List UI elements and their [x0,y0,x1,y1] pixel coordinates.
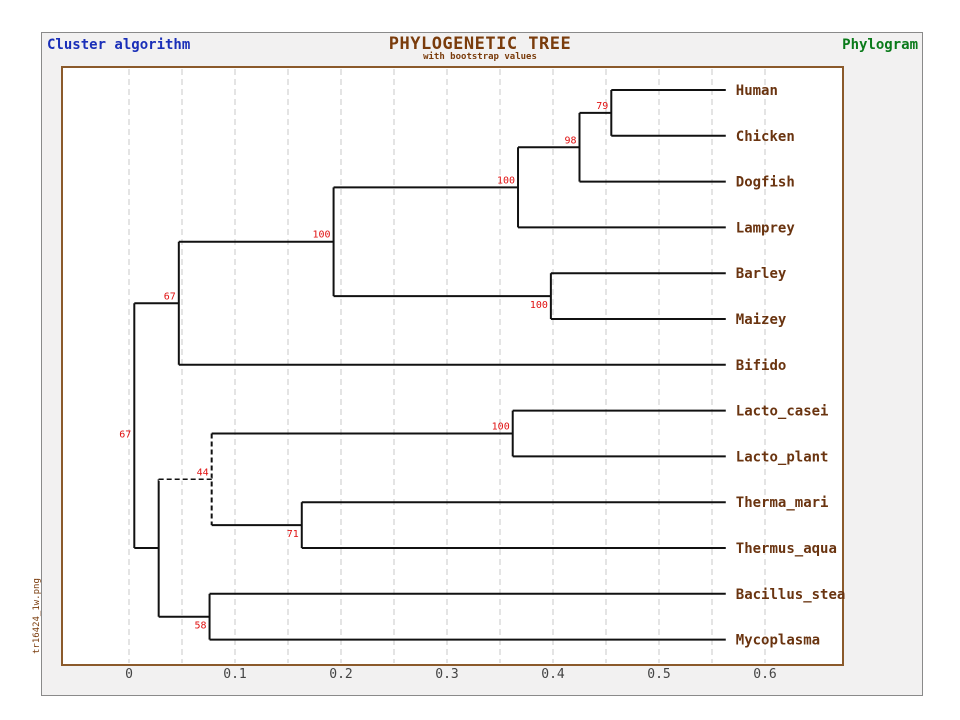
bootstrap-value: 100 [492,422,510,433]
bootstrap-value: 100 [497,175,515,186]
bootstrap-value: 67 [119,430,131,441]
axis-tick-label: 0 [125,667,133,682]
leaf-label: Mycoplasma [736,633,820,649]
algorithm-label: Cluster algorithm [47,37,191,53]
leaf-label: Human [736,83,778,99]
bootstrap-value: 67 [164,291,176,302]
leaf-label: Barley [736,266,787,282]
leaf-label: Lamprey [736,220,796,236]
axis-tick-label: 0.3 [435,667,458,682]
axis-tick-label: 0.4 [541,667,565,682]
bootstrap-value: 79 [596,101,608,112]
plot-area [61,66,844,666]
leaf-label: Thermus_aqua [736,541,837,557]
leaf-label: Lacto_casei [736,404,829,420]
bootstrap-value: 98 [564,135,576,146]
axis-tick-label: 0.5 [647,667,670,682]
bootstrap-value: 100 [313,230,331,241]
leaf-label: Lacto_plant [736,449,829,465]
leaf-label: Chicken [736,129,795,145]
page-subtitle: with bootstrap values [423,52,537,62]
bootstrap-value: 100 [530,300,548,311]
leaf-label: Bacillus_stea [736,587,846,603]
bootstrap-value: 71 [287,529,299,540]
tree-type-label: Phylogram [842,37,918,53]
axis-tick-label: 0.1 [223,667,246,682]
leaf-label: Maizey [736,312,787,328]
bootstrap-value: 44 [197,467,209,478]
axis-tick-label: 0.2 [329,667,352,682]
leaf-label: Bifido [736,358,787,374]
axis-tick-label: 0.6 [753,667,776,682]
page-title: PHYLOGENETIC TREE [388,34,572,54]
bootstrap-value: 58 [195,621,207,632]
leaf-label: Dogfish [736,175,795,191]
leaf-label: Therma_mari [736,495,829,511]
